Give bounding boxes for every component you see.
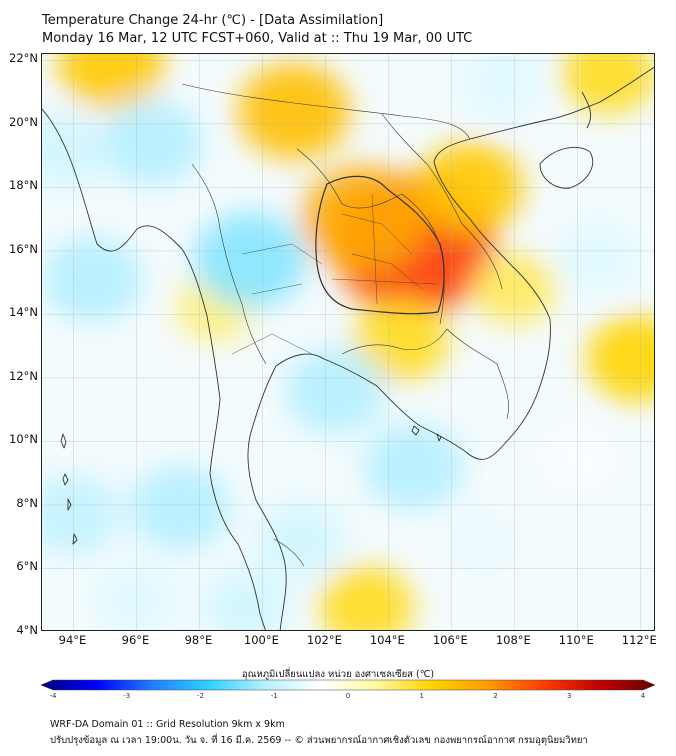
field-anomaly-22: [459, 54, 544, 119]
border-laos-vietnam: [381, 113, 503, 290]
lat-label: 4°N: [16, 623, 38, 637]
footer-model-info: WRF-DA Domain 01 :: Grid Resolution 9km …: [50, 719, 285, 730]
lat-label: 14°N: [9, 305, 38, 320]
coastline-china: [469, 66, 654, 140]
lat-label: 18°N: [9, 178, 38, 193]
isan-region-outline: [315, 175, 445, 315]
field-anomaly-13: [101, 99, 203, 187]
coastline-and-borders: [42, 66, 654, 630]
andaman-islands: [60, 433, 78, 545]
lat-label: 12°N: [9, 368, 38, 383]
leizhou-peninsula: [581, 91, 592, 129]
border-thailand-cambodia: [341, 328, 448, 355]
lat-label: 20°N: [9, 114, 38, 129]
coastline-gulf: [247, 353, 467, 630]
field-anomaly-5: [561, 54, 654, 114]
lon-label: 102°E: [306, 633, 342, 647]
footer-credit: ปรับปรุงข้อมูล ณ เวลา 19:00น. วัน จ. ที่…: [50, 735, 588, 746]
field-anomaly-19: [255, 501, 345, 579]
lat-label: 10°N: [9, 432, 38, 447]
colorbar-tick-label: -3: [123, 692, 131, 700]
lon-label: 100°E: [243, 633, 279, 647]
map-title: Temperature Change 24-hr (℃) - [Data Ass…: [42, 13, 384, 28]
lon-label: 106°E: [432, 633, 468, 647]
field-anomaly-16: [363, 423, 464, 511]
lon-label: 110°E: [558, 633, 594, 647]
field-anomaly-18: [42, 473, 122, 556]
lon-label: 104°E: [369, 633, 405, 647]
field-anomaly-15: [284, 347, 386, 434]
colorbar-title: อุณหภูมิเปลี่ยนแปลง หน่วย องศาเซลเซียส (…: [241, 669, 435, 680]
field-anomaly-14: [42, 110, 109, 188]
lat-label: 8°N: [16, 495, 38, 510]
temperature-field-layer: [42, 54, 654, 630]
lon-label: 108°E: [495, 633, 531, 647]
lat-label: 6°N: [16, 559, 38, 574]
field-anomaly-10: [318, 565, 414, 630]
field-anomaly-8: [586, 315, 654, 403]
colorbar-tick-label: 4: [640, 692, 646, 700]
lon-label: 94°E: [58, 633, 87, 647]
colorbar-tick-label: -1: [270, 692, 278, 700]
colorbar-tick-label: -4: [49, 692, 57, 700]
colorbar-tick-label: 1: [419, 692, 424, 700]
coastline-west: [42, 108, 266, 630]
map-subtitle: Monday 16 Mar, 12 UTC FCST+060, Valid at…: [42, 31, 473, 46]
hainan-island: [539, 146, 594, 189]
field-anomaly-6: [353, 299, 449, 381]
lon-label: 96°E: [121, 633, 150, 647]
lat-label: 22°N: [9, 51, 38, 66]
temperature-change-map: [42, 54, 654, 630]
lon-label: 98°E: [184, 633, 213, 647]
field-anomaly-11: [193, 212, 306, 309]
colorbar-tick-label: 0: [345, 692, 351, 700]
gulf-islands: [411, 425, 442, 442]
coastline-vietnam: [433, 138, 551, 460]
lat-label: 16°N: [9, 241, 38, 256]
province-borders: [231, 193, 438, 355]
field-anomaly-12: [42, 236, 143, 323]
colorbar-tick-label: 2: [493, 692, 498, 700]
border-cambodia-vietnam: [446, 328, 509, 420]
lon-label: 112°E: [621, 633, 657, 647]
colorbar-tick-label: 3: [567, 692, 572, 700]
field-anomaly-20: [201, 568, 292, 630]
field-anomaly-2: [237, 63, 350, 160]
colorbar: [40, 679, 656, 691]
field-anomaly-24: [443, 509, 523, 577]
border-china-north: [181, 83, 471, 140]
border-myanmar-thailand: [191, 163, 267, 365]
field-anomaly-21: [554, 221, 639, 294]
colorbar-gradient: [40, 679, 656, 691]
map-panel: [41, 53, 655, 631]
field-anomaly-4: [58, 54, 165, 110]
border-thailand-malaysia: [273, 538, 305, 567]
field-anomaly-17: [130, 464, 231, 552]
colorbar-tick-label: -2: [197, 692, 204, 700]
